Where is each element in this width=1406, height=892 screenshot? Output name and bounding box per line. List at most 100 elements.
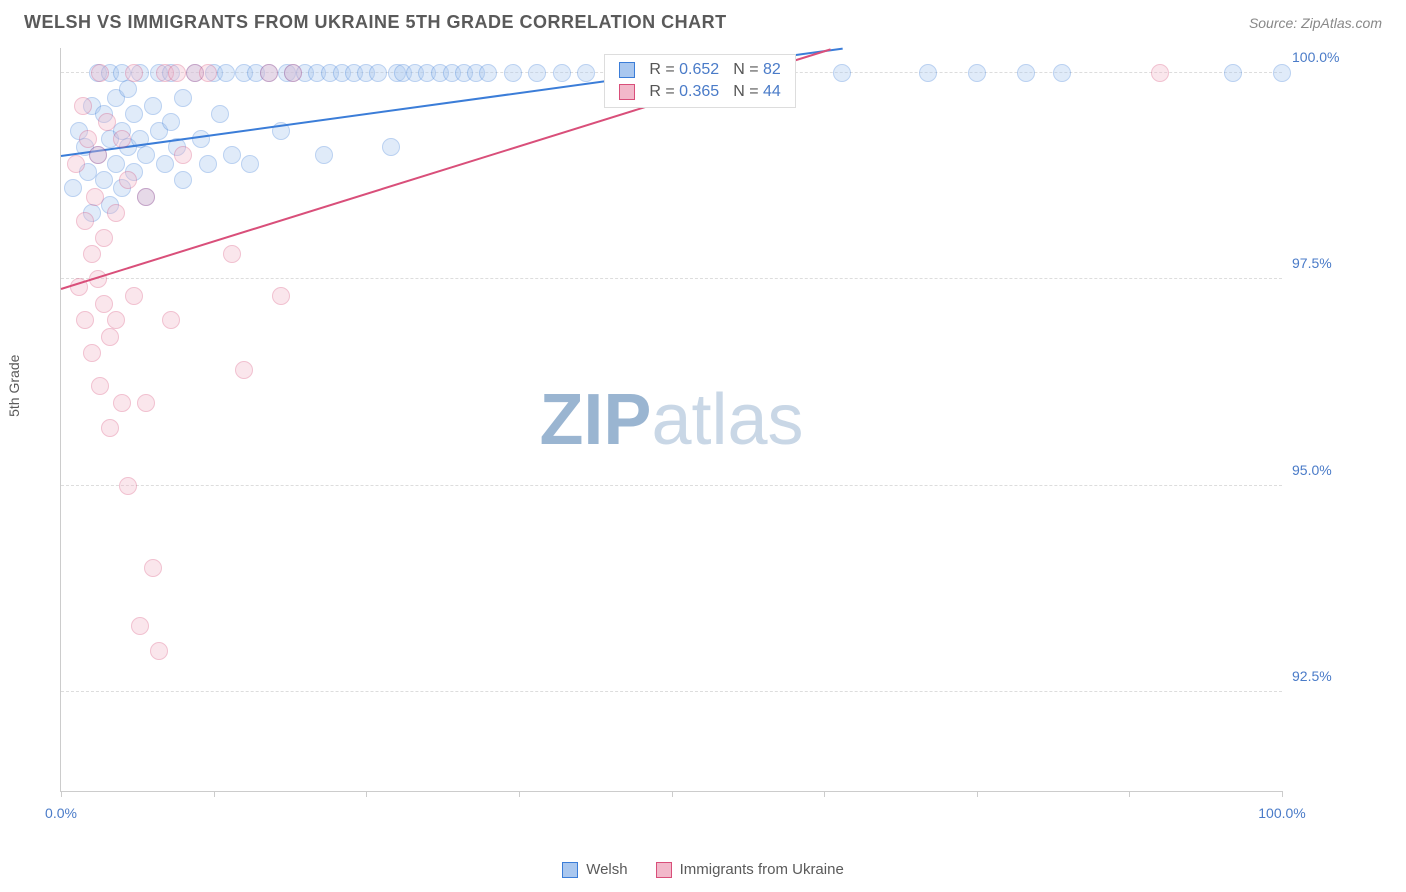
xtick-mark xyxy=(61,791,62,797)
data-point xyxy=(144,97,162,115)
xtick-mark xyxy=(672,791,673,797)
data-point xyxy=(217,64,235,82)
data-point xyxy=(64,179,82,197)
data-point xyxy=(192,130,210,148)
xtick-label: 0.0% xyxy=(45,805,77,821)
data-point xyxy=(284,64,302,82)
data-point xyxy=(119,477,137,495)
data-point xyxy=(131,617,149,635)
stat-n: N = 82 xyxy=(733,61,781,79)
data-point xyxy=(74,97,92,115)
data-point xyxy=(1224,64,1242,82)
data-point xyxy=(235,361,253,379)
plot-region: ZIPatlas 100.0%97.5%95.0%92.5%0.0%100.0%… xyxy=(60,48,1282,792)
xtick-label: 100.0% xyxy=(1258,805,1305,821)
legend-label: Welsh xyxy=(586,861,627,878)
data-point xyxy=(76,311,94,329)
series-swatch xyxy=(619,84,635,100)
data-point xyxy=(223,146,241,164)
gridline xyxy=(61,278,1282,279)
gridline xyxy=(61,691,1282,692)
gridline xyxy=(61,485,1282,486)
chart-title: WELSH VS IMMIGRANTS FROM UKRAINE 5TH GRA… xyxy=(24,12,727,33)
data-point xyxy=(107,311,125,329)
data-point xyxy=(83,344,101,362)
data-point xyxy=(67,155,85,173)
data-point xyxy=(125,64,143,82)
data-point xyxy=(125,105,143,123)
xtick-mark xyxy=(824,791,825,797)
xtick-mark xyxy=(1129,791,1130,797)
data-point xyxy=(107,155,125,173)
data-point xyxy=(162,113,180,131)
data-point xyxy=(1151,64,1169,82)
xtick-mark xyxy=(977,791,978,797)
legend-swatch xyxy=(656,862,672,878)
legend: Welsh Immigrants from Ukraine xyxy=(0,861,1406,878)
data-point xyxy=(968,64,986,82)
data-point xyxy=(260,64,278,82)
watermark-light: atlas xyxy=(651,380,803,460)
stat-r: R = 0.365 xyxy=(649,83,719,101)
stat-n: N = 44 xyxy=(733,83,781,101)
data-point xyxy=(504,64,522,82)
data-point xyxy=(86,188,104,206)
data-point xyxy=(137,188,155,206)
legend-item: Welsh xyxy=(562,861,627,878)
data-point xyxy=(144,559,162,577)
data-point xyxy=(211,105,229,123)
data-point xyxy=(369,64,387,82)
xtick-mark xyxy=(1282,791,1283,797)
ytick-label: 97.5% xyxy=(1292,255,1372,271)
data-point xyxy=(76,212,94,230)
watermark-bold: ZIP xyxy=(539,380,651,460)
data-point xyxy=(528,64,546,82)
data-point xyxy=(174,89,192,107)
data-point xyxy=(83,245,101,263)
xtick-mark xyxy=(366,791,367,797)
xtick-mark xyxy=(519,791,520,797)
data-point xyxy=(95,295,113,313)
legend-swatch xyxy=(562,862,578,878)
data-point xyxy=(174,171,192,189)
data-point xyxy=(162,311,180,329)
legend-label: Immigrants from Ukraine xyxy=(680,861,844,878)
xtick-mark xyxy=(214,791,215,797)
data-point xyxy=(137,146,155,164)
data-point xyxy=(1053,64,1071,82)
data-point xyxy=(1273,64,1291,82)
data-point xyxy=(1017,64,1035,82)
data-point xyxy=(577,64,595,82)
data-point xyxy=(315,146,333,164)
data-point xyxy=(98,113,116,131)
data-point xyxy=(150,642,168,660)
data-point xyxy=(168,64,186,82)
chart-area: 5th Grade ZIPatlas 100.0%97.5%95.0%92.5%… xyxy=(50,48,1382,832)
data-point xyxy=(91,64,109,82)
ytick-label: 95.0% xyxy=(1292,462,1372,478)
data-point xyxy=(553,64,571,82)
data-point xyxy=(119,171,137,189)
data-point xyxy=(199,155,217,173)
legend-item: Immigrants from Ukraine xyxy=(656,861,844,878)
data-point xyxy=(137,394,155,412)
data-point xyxy=(241,155,259,173)
data-point xyxy=(95,171,113,189)
data-point xyxy=(174,146,192,164)
data-point xyxy=(79,130,97,148)
data-point xyxy=(156,155,174,173)
yaxis-label: 5th Grade xyxy=(6,355,22,417)
data-point xyxy=(223,245,241,263)
stats-row: R = 0.365 N = 44 xyxy=(605,81,794,103)
data-point xyxy=(113,394,131,412)
chart-header: WELSH VS IMMIGRANTS FROM UKRAINE 5TH GRA… xyxy=(0,0,1406,41)
data-point xyxy=(119,80,137,98)
data-point xyxy=(107,204,125,222)
source-label: Source: ZipAtlas.com xyxy=(1249,15,1382,31)
data-point xyxy=(833,64,851,82)
ytick-label: 100.0% xyxy=(1292,49,1372,65)
ytick-label: 92.5% xyxy=(1292,668,1372,684)
data-point xyxy=(479,64,497,82)
data-point xyxy=(125,287,143,305)
data-point xyxy=(101,328,119,346)
